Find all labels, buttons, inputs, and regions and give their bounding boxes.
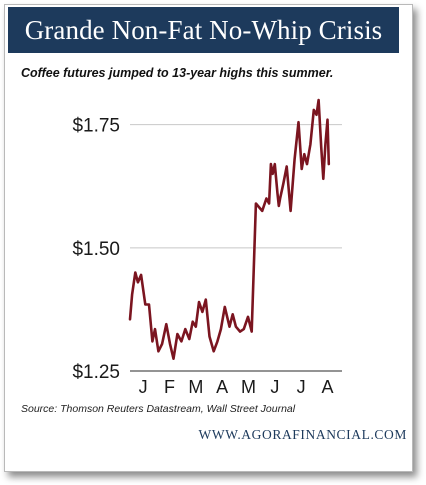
x-tick-label: A	[322, 377, 334, 397]
x-tick-label: A	[216, 377, 228, 397]
source-note: Source: Thomson Reuters Datastream, Wall…	[21, 403, 296, 415]
y-tick-label: $1.50	[72, 239, 120, 260]
coffee-futures-price-line	[128, 98, 331, 361]
x-tick-label: F	[164, 377, 175, 397]
y-axis-tick-labels: $1.25 $1.50 $1.75	[72, 116, 120, 383]
y-tick-label: $1.75	[72, 116, 120, 137]
x-tick-label: M	[241, 377, 256, 397]
chart-card	[4, 4, 413, 472]
chart-subtitle: Coffee futures jumped to 13-year highs t…	[21, 66, 334, 80]
x-tick-label: J	[270, 377, 279, 397]
x-tick-label: J	[139, 377, 148, 397]
website-link[interactable]: WWW.AGORAFINANCIAL.COM	[198, 427, 407, 442]
grid-lines	[130, 124, 342, 372]
x-tick-label: M	[188, 377, 203, 397]
y-tick-label: $1.25	[72, 362, 120, 383]
x-tick-label: J	[297, 377, 306, 397]
chart-title: Grande Non-Fat No-Whip Crisis	[8, 7, 399, 53]
series-layer	[128, 98, 331, 361]
